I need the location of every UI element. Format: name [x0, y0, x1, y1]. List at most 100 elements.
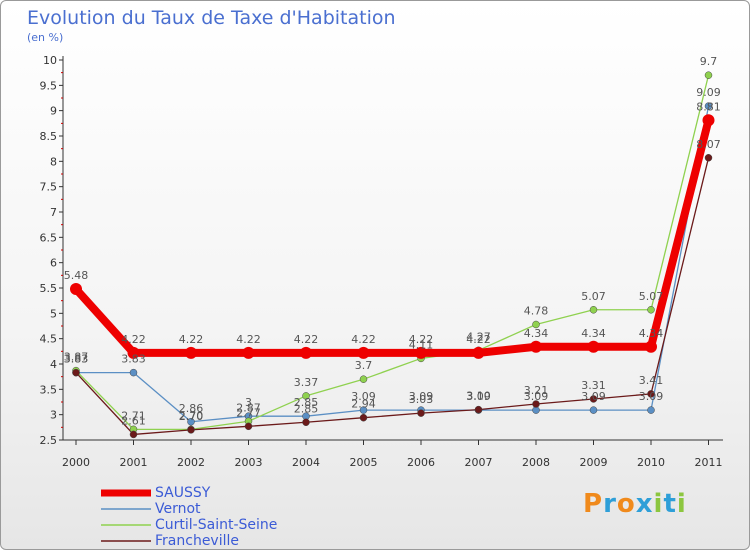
data-label-saussy: 4.22 [409, 333, 434, 346]
data-point-saussy [127, 346, 140, 359]
data-label-vernot: 3.09 [524, 390, 549, 403]
x-tick-label: 2003 [235, 456, 263, 469]
data-label-francheville: 3.83 [64, 353, 89, 366]
data-label-francheville: 2.94 [351, 398, 376, 411]
data-point-saussy [415, 346, 427, 359]
data-label-saussy: 4.22 [466, 333, 491, 346]
legend-swatch-francheville [101, 540, 151, 542]
data-point-curtil-saint-seine [532, 320, 540, 329]
data-label-curtil-saint-seine: 3.87 [64, 351, 89, 364]
legend-item-vernot: Vernot [101, 501, 277, 517]
data-label-saussy: 4.34 [581, 327, 606, 340]
data-point-saussy [702, 114, 715, 127]
data-point-curtil-saint-seine [359, 375, 368, 383]
data-point-curtil-saint-seine [704, 71, 713, 79]
y-tick-label: 2.5 [40, 434, 58, 447]
data-point-saussy [242, 346, 255, 359]
data-point-saussy [530, 340, 542, 353]
logo-letter: r [603, 489, 617, 519]
data-point-francheville [129, 430, 138, 439]
data-point-francheville [532, 400, 540, 408]
y-tick-label: 7.5 [40, 181, 58, 194]
logo-letter: P [583, 489, 604, 519]
data-label-curtil-saint-seine: 2.87 [236, 401, 261, 414]
x-tick-label: 2010 [637, 456, 665, 469]
data-point-saussy [472, 346, 485, 359]
y-tick-label: 5 [50, 307, 57, 320]
data-label-francheville: 2.70 [179, 410, 204, 423]
data-label-curtil-saint-seine: 3.7 [355, 359, 373, 372]
data-point-curtil-saint-seine [302, 392, 310, 400]
data-label-vernot: 3.09 [581, 390, 606, 403]
chart-subtitle: (en %) [27, 31, 64, 44]
x-tick-label: 2011 [695, 456, 723, 469]
data-label-francheville: 2.61 [121, 414, 146, 427]
data-point-francheville [647, 390, 655, 398]
data-point-vernot [589, 406, 598, 414]
data-label-francheville: 2.77 [236, 406, 261, 419]
x-tick-label: 2006 [407, 456, 435, 469]
y-tick-label: 10 [43, 54, 57, 67]
data-label-francheville: 2.85 [294, 402, 319, 415]
y-tick-label: 5.5 [40, 282, 58, 295]
y-tick-label: 9.5 [40, 79, 58, 92]
data-point-saussy [645, 340, 657, 353]
data-label-vernot: 2.86 [179, 402, 204, 415]
data-point-francheville [187, 426, 195, 434]
data-point-francheville [244, 422, 253, 431]
data-label-saussy: 4.22 [121, 333, 146, 346]
x-tick-label: 2002 [177, 456, 205, 469]
data-label-saussy: 4.34 [639, 327, 664, 340]
logo-letter: t [663, 489, 677, 519]
data-label-curtil-saint-seine: 4.78 [524, 304, 549, 317]
y-tick-label: 8 [50, 155, 57, 168]
y-tick-label: 8.5 [40, 130, 58, 143]
logo-letter: i [653, 489, 664, 519]
chart-legend: SAUSSY Vernot Curtil-Saint-Seine Franche… [101, 485, 277, 549]
logo-letter: i [676, 489, 687, 519]
legend-label-curtil-saint-seine: Curtil-Saint-Seine [155, 517, 278, 533]
data-point-saussy [587, 340, 600, 353]
data-point-vernot [129, 368, 138, 377]
logo-letter: x [635, 489, 654, 519]
data-point-saussy [70, 283, 82, 296]
series-line-francheville [75, 157, 710, 436]
series-line-vernot [76, 105, 710, 423]
data-label-curtil-saint-seine: 5.07 [639, 290, 664, 303]
data-label-saussy: 4.34 [524, 327, 549, 340]
y-tick-label: 7 [50, 206, 57, 219]
data-point-curtil-saint-seine [589, 306, 598, 314]
data-point-saussy [185, 346, 197, 359]
data-label-francheville: 3.31 [581, 379, 606, 392]
chart-title: Evolution du Taux de Taxe d'Habitation [27, 7, 396, 29]
series-line-saussy [73, 119, 713, 357]
data-label-curtil-saint-seine: 2.71 [121, 409, 146, 422]
data-label-curtil-saint-seine: 2.70 [179, 409, 204, 422]
legend-swatch-curtil-saint-seine [101, 524, 151, 526]
x-tick-label: 2000 [62, 456, 90, 469]
data-point-vernot [704, 102, 713, 110]
data-label-vernot: 2.85 [294, 396, 319, 409]
data-point-vernot [647, 406, 655, 414]
x-tick-label: 2007 [465, 456, 493, 469]
y-tick-label: 9 [50, 105, 57, 118]
x-tick-label: 2009 [580, 456, 608, 469]
data-label-vernot: 3.09 [639, 390, 664, 403]
data-label-curtil-saint-seine: 4.11 [409, 338, 434, 351]
line-chart: 2.5 3 3.5 4 4.5 5 5.5 6 6.5 7 7.5 8 8.5 9 9.5 10 2000 200… [40, 54, 723, 469]
y-tick-label: 3.5 [40, 383, 58, 396]
data-label-saussy: 4.22 [351, 333, 376, 346]
data-label-saussy: 4.22 [236, 333, 261, 346]
data-label-vernot: 3.09 [466, 390, 491, 403]
data-point-francheville [474, 405, 483, 414]
legend-label-vernot: Vernot [155, 501, 201, 517]
data-label-vernot: 3.83 [121, 353, 146, 366]
data-label-francheville: 3.03 [409, 393, 434, 406]
data-label-saussy: 8.81 [696, 100, 721, 113]
series-line-curtil-saint-seine [75, 75, 710, 431]
data-label-francheville: 8.07 [696, 138, 721, 151]
data-label-curtil-saint-seine: 3.37 [294, 376, 319, 389]
legend-label-francheville: Francheville [155, 533, 239, 549]
data-label-curtil-saint-seine: 9.7 [700, 55, 718, 68]
